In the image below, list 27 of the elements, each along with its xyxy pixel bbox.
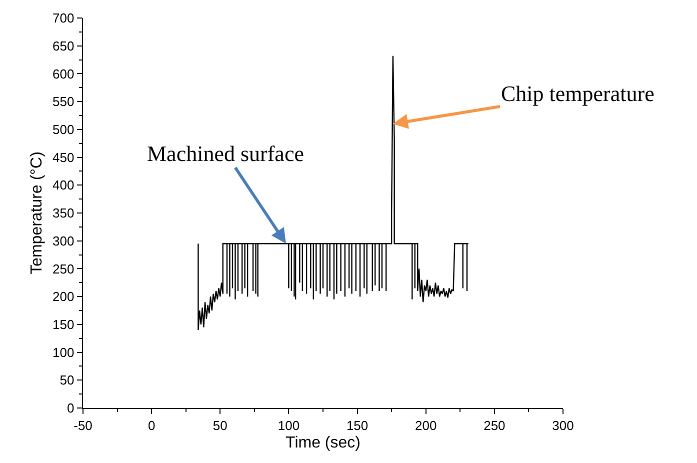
y-tick-label: 200: [52, 289, 74, 304]
x-tick-label: 50: [212, 418, 228, 433]
y-tick-label: 700: [52, 10, 74, 26]
y-tick-label: 250: [52, 261, 74, 276]
y-tick-label: 300: [52, 233, 74, 248]
annotation: Machined surface: [147, 141, 304, 166]
y-tick-label: 100: [52, 344, 74, 360]
x-tick-label: 150: [346, 418, 368, 433]
x-tick-label: -50: [74, 418, 92, 433]
y-tick-label: 400: [52, 178, 74, 193]
y-tick-label: 500: [52, 122, 74, 137]
y-tick-label: 350: [52, 206, 74, 221]
annotation: Chip temperature: [501, 81, 654, 106]
x-tick-label: 300: [552, 418, 574, 433]
x-axis-title: Time (sec): [286, 434, 360, 452]
x-tick-label: 0: [148, 418, 156, 433]
x-tick-label: 200: [415, 418, 437, 433]
y-tick-label: 650: [52, 38, 74, 54]
x-tick-label: 250: [484, 418, 506, 433]
y-tick-label: 150: [52, 316, 74, 332]
x-tick-label: 100: [278, 418, 300, 433]
y-tick-label: 550: [52, 94, 74, 110]
y-tick-label: 450: [52, 150, 74, 165]
y-tick-label: 0: [67, 400, 74, 416]
y-tick-label: 600: [52, 66, 74, 82]
y-tick-label: 50: [60, 372, 74, 388]
y-axis-title: Temperature (°C): [28, 152, 46, 274]
